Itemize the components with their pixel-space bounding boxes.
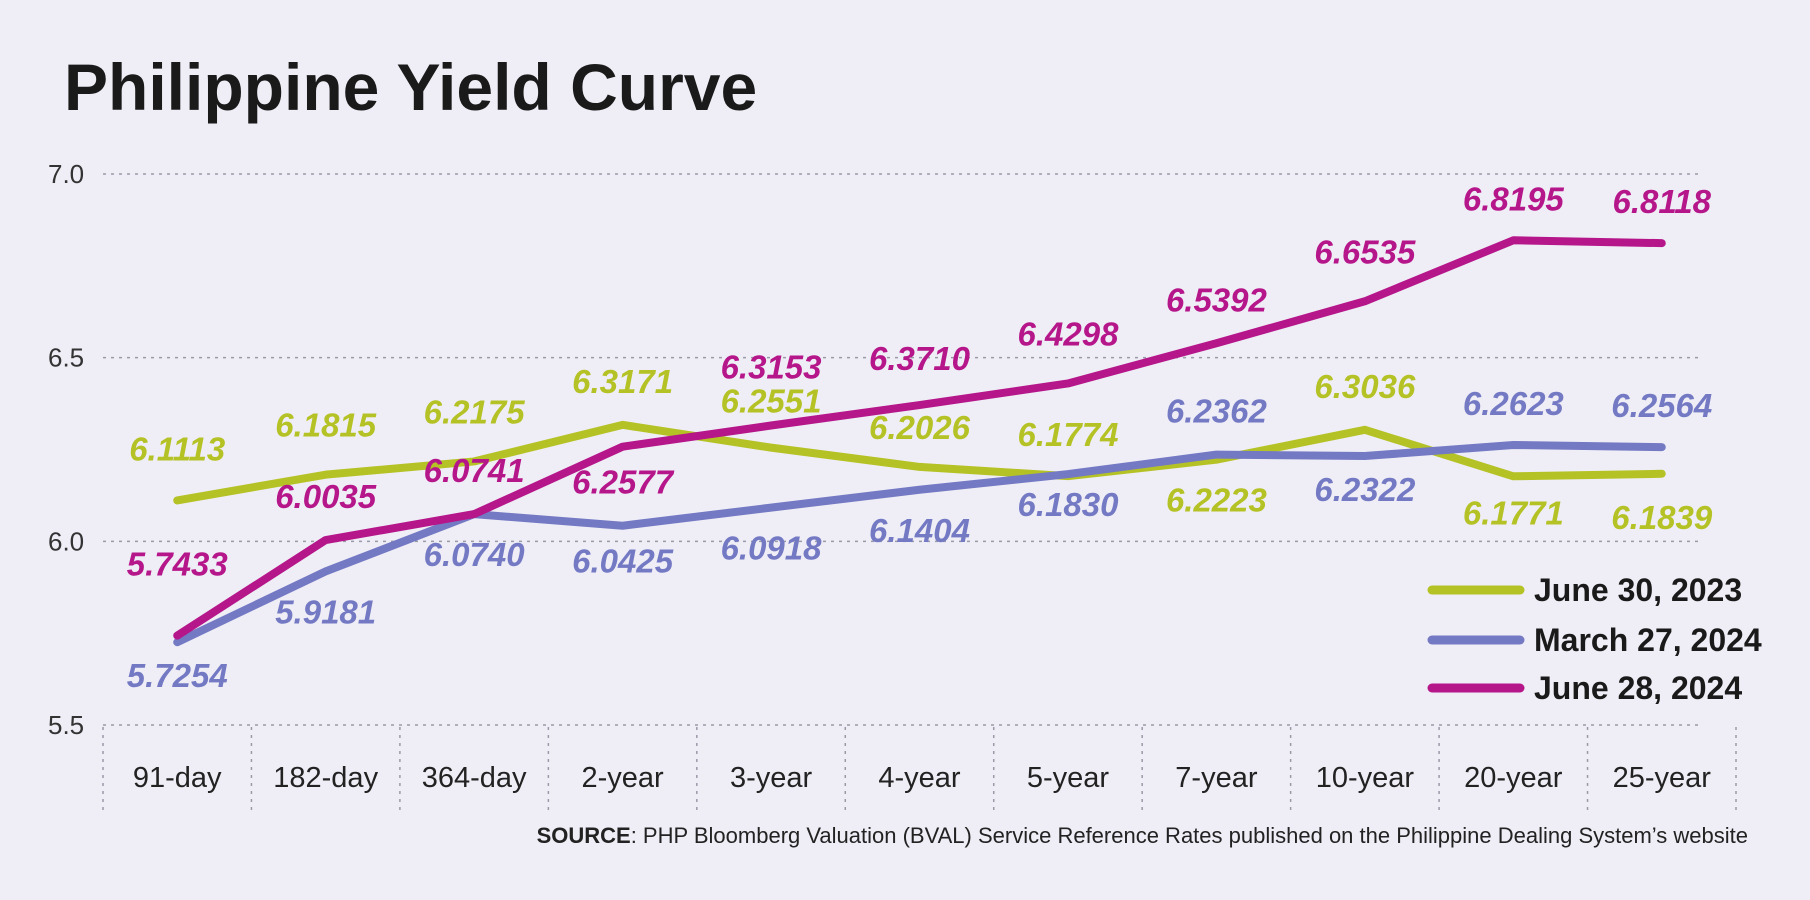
data-label: 6.1774	[1017, 416, 1118, 453]
y-tick-label: 7.0	[48, 159, 84, 189]
legend: June 30, 2023 March 27, 2024 June 28, 2024	[1427, 572, 1762, 706]
x-tick-label: 4-year	[878, 762, 961, 794]
x-tick-label: 10-year	[1316, 762, 1415, 794]
data-label: 6.3036	[1314, 368, 1416, 405]
y-tick-label: 6.0	[48, 526, 84, 556]
series-line-1	[173, 420, 1666, 505]
grid-layer	[103, 173, 1700, 726]
data-label: 6.3153	[721, 349, 822, 386]
data-label: 6.8195	[1463, 180, 1565, 217]
legend-label: June 28, 2024	[1534, 670, 1742, 706]
data-label: 6.2577	[572, 464, 675, 501]
data-label: 6.3710	[869, 340, 971, 377]
data-label: 6.3171	[572, 363, 673, 400]
x-tick-label: 2-year	[581, 762, 664, 794]
source-note: SOURCE: PHP Bloomberg Valuation (BVAL) S…	[537, 823, 1748, 848]
data-label: 5.7254	[127, 657, 228, 694]
x-tick-label: 20-year	[1464, 762, 1563, 794]
data-label: 6.2026	[869, 409, 971, 446]
data-labels-layer: 6.1113 6.1815 6.2175 6.3171 6.2551 6.2026 6.17…	[127, 180, 1713, 694]
legend-label: March 27, 2024	[1534, 622, 1762, 658]
x-tick-label: 7-year	[1175, 762, 1258, 794]
data-label: 6.0425	[572, 543, 674, 580]
data-label: 6.2551	[721, 383, 822, 420]
y-tick-label: 5.5	[48, 710, 84, 740]
data-label: 6.1113	[129, 430, 225, 467]
chart-title: Philippine Yield Curve	[64, 50, 757, 124]
data-label: 6.0035	[275, 478, 377, 515]
data-label: 6.2564	[1611, 387, 1712, 424]
data-label: 6.6535	[1314, 233, 1416, 270]
x-tick-label: 182-day	[273, 762, 378, 794]
data-label: 6.2362	[1166, 393, 1268, 430]
data-label: 6.1771	[1463, 494, 1564, 531]
data-label: 6.0741	[424, 452, 525, 489]
data-label: 6.8118	[1613, 183, 1712, 220]
source-label: SOURCE	[537, 823, 631, 848]
data-label: 6.1404	[869, 512, 970, 549]
source-text: : PHP Bloomberg Valuation (BVAL) Service…	[631, 823, 1748, 848]
data-label: 5.9181	[275, 593, 376, 630]
data-label: 6.4298	[1017, 315, 1119, 352]
data-label: 6.5392	[1166, 281, 1268, 318]
series-layer	[173, 236, 1666, 647]
y-axis: 5.5 6.0 6.5 7.0	[48, 159, 84, 740]
series-line-3	[173, 236, 1666, 640]
series-line-2	[173, 440, 1666, 647]
y-tick-label: 6.5	[48, 343, 84, 373]
data-label: 6.1839	[1611, 499, 1713, 536]
data-label: 5.7433	[127, 546, 228, 583]
x-tick-label: 91-day	[133, 762, 222, 794]
x-tick-label: 3-year	[730, 762, 813, 794]
x-tick-label: 5-year	[1027, 762, 1110, 794]
data-label: 6.0740	[424, 536, 526, 573]
data-label: 6.2322	[1314, 471, 1416, 508]
x-tick-label: 364-day	[422, 762, 527, 794]
data-label: 6.2223	[1166, 482, 1267, 519]
x-axis: 91-day 182-day 364-day 2-year 3-year 4-year 5-…	[102, 727, 1737, 810]
x-tick-label: 25-year	[1613, 762, 1712, 794]
data-label: 6.1830	[1017, 486, 1119, 523]
data-label: 6.2623	[1463, 385, 1564, 422]
data-label: 6.0918	[721, 530, 823, 567]
data-label: 6.2175	[424, 393, 526, 430]
legend-label: June 30, 2023	[1534, 572, 1742, 608]
data-label: 6.1815	[275, 407, 377, 444]
